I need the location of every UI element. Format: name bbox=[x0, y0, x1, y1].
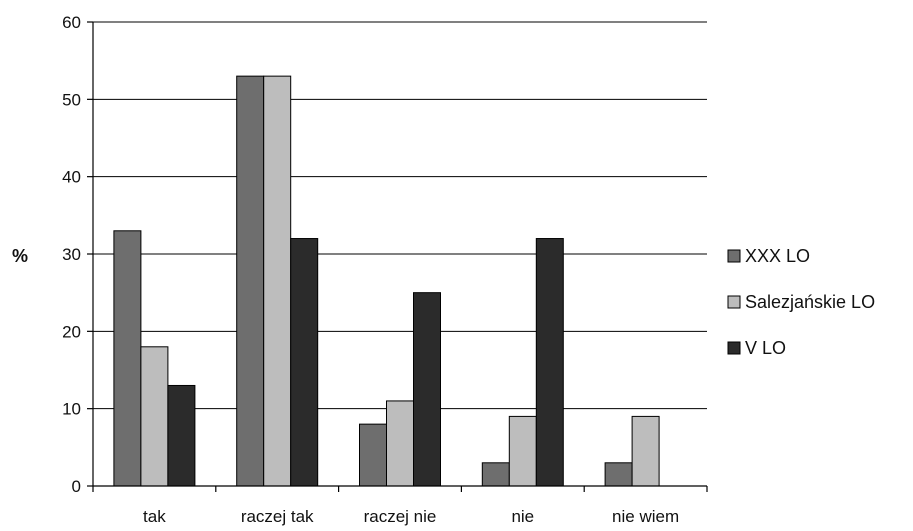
x-tick-label: raczej nie bbox=[364, 507, 437, 526]
legend-label: Salezjańskie LO bbox=[745, 292, 875, 312]
legend-swatch bbox=[727, 341, 741, 355]
legend-swatch bbox=[727, 295, 741, 309]
bar-salezjańskie-lo-nie-wiem bbox=[631, 415, 660, 487]
bar-salezjańskie-lo-raczej-nie bbox=[386, 400, 414, 487]
y-tick-label: 20 bbox=[62, 322, 81, 341]
legend-label: XXX LO bbox=[745, 246, 810, 266]
bar-v-lo-raczej-nie bbox=[413, 292, 441, 487]
y-tick-label: 10 bbox=[62, 400, 81, 419]
y-tick-label: 30 bbox=[62, 245, 81, 264]
x-tick-label: nie wiem bbox=[612, 507, 679, 526]
bar-xxx-lo-nie bbox=[481, 462, 510, 487]
y-tick-label: 60 bbox=[62, 13, 81, 32]
gridlines bbox=[93, 21, 707, 410]
legend-swatch bbox=[727, 249, 741, 263]
bar-salezjańskie-lo-tak bbox=[140, 346, 169, 487]
bar-salezjańskie-lo-nie bbox=[508, 415, 537, 487]
bar-xxx-lo-raczej-tak bbox=[236, 75, 265, 487]
y-tick-label: 40 bbox=[62, 168, 81, 187]
legend-label: V LO bbox=[745, 338, 786, 358]
bar-xxx-lo-nie-wiem bbox=[604, 462, 633, 487]
bars bbox=[113, 75, 660, 487]
y-axis-label: % bbox=[12, 246, 28, 266]
bar-xxx-lo-raczej-nie bbox=[359, 423, 387, 487]
axes bbox=[87, 21, 708, 492]
bar-v-lo-raczej-tak bbox=[290, 238, 319, 487]
legend: XXX LO Salezjańskie LO V LO bbox=[727, 246, 875, 358]
y-tick-label: 50 bbox=[62, 90, 81, 109]
x-tick-label: tak bbox=[143, 507, 166, 526]
x-tick-label: raczej tak bbox=[241, 507, 314, 526]
bar-v-lo-nie bbox=[535, 238, 564, 487]
bar-xxx-lo-tak bbox=[113, 230, 142, 487]
y-tick-labels: 0 10 20 30 40 50 60 bbox=[62, 13, 81, 496]
y-tick-label: 0 bbox=[72, 477, 81, 496]
x-tick-labels: tak raczej tak raczej nie nie nie wiem bbox=[143, 507, 679, 526]
bar-v-lo-tak bbox=[167, 384, 196, 487]
bar-salezjańskie-lo-raczej-tak bbox=[263, 75, 292, 487]
x-tick-label: nie bbox=[511, 507, 534, 526]
